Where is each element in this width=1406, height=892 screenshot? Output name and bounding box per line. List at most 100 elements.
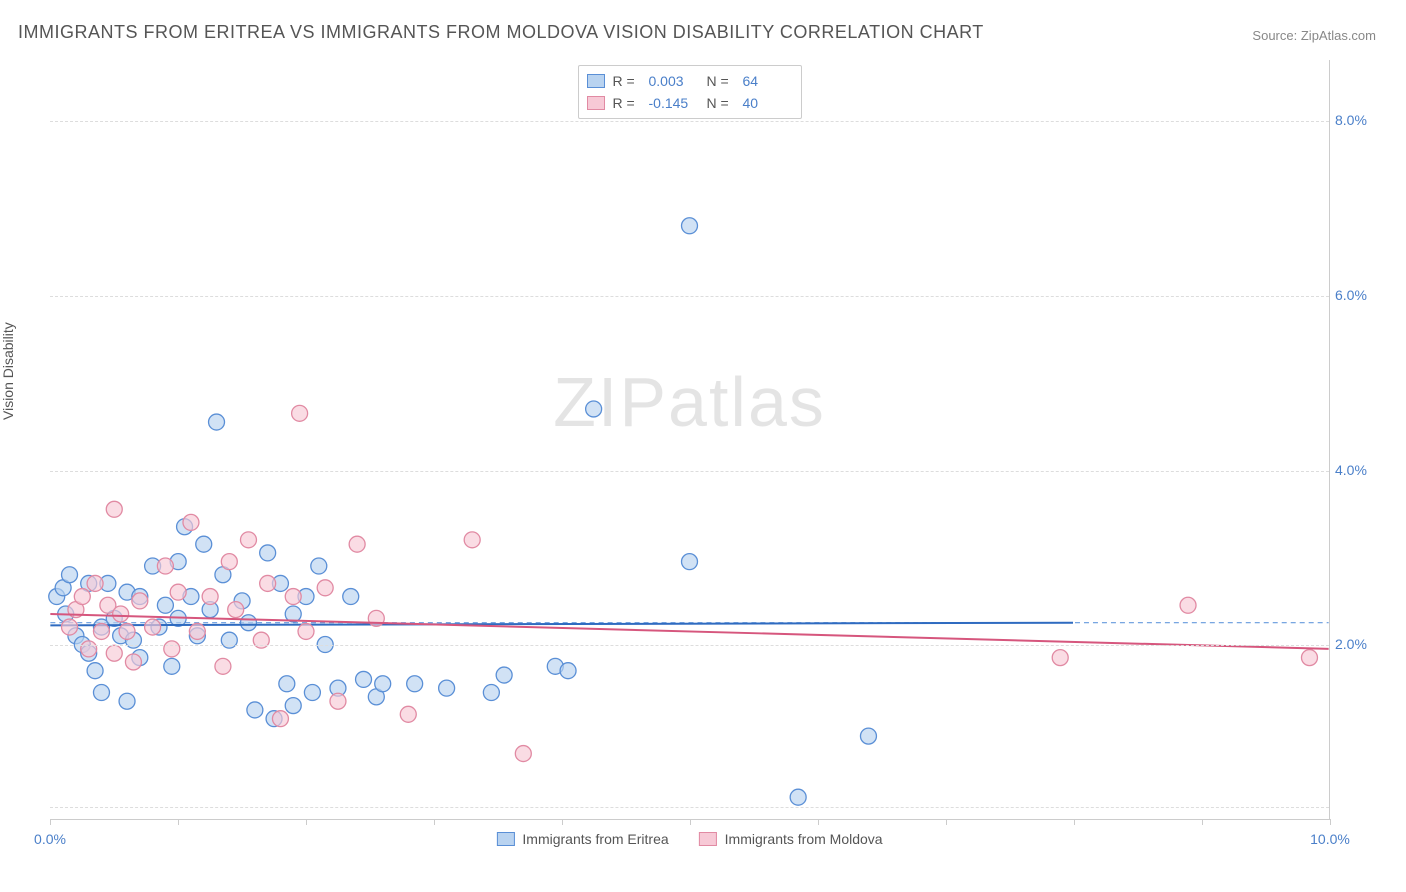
data-point [240,532,256,548]
grid-line [50,296,1329,297]
data-point [240,615,256,631]
x-tick [50,819,51,825]
data-point [560,663,576,679]
chart-title: IMMIGRANTS FROM ERITREA VS IMMIGRANTS FR… [18,22,984,43]
data-point [682,554,698,570]
data-point [74,589,90,605]
x-tick [178,819,179,825]
data-point [260,575,276,591]
data-point [311,558,327,574]
grid-line [50,121,1329,122]
data-point [330,693,346,709]
data-point [292,405,308,421]
y-tick-label: 8.0% [1335,112,1381,128]
data-point [515,746,531,762]
grid-line [50,807,1329,808]
source-value: ZipAtlas.com [1301,28,1376,43]
x-tick [1330,819,1331,825]
x-tick-label: 0.0% [34,831,66,847]
data-point [209,414,225,430]
data-point [1052,650,1068,666]
data-point [87,575,103,591]
series-name-0: Immigrants from Eritrea [522,831,668,847]
data-point [285,589,301,605]
data-point [93,623,109,639]
data-point [62,619,78,635]
data-point [356,671,372,687]
data-point [1301,650,1317,666]
data-point [106,645,122,661]
data-point [132,593,148,609]
data-point [247,702,263,718]
data-point [87,663,103,679]
data-point [375,676,391,692]
data-point [157,597,173,613]
data-point [119,693,135,709]
data-point [113,606,129,622]
x-tick [690,819,691,825]
data-point [439,680,455,696]
plot-area: ZIPatlas R = 0.003 N = 64 R = -0.145 N =… [50,60,1330,820]
data-point [682,218,698,234]
data-point [170,584,186,600]
source-attribution: Source: ZipAtlas.com [1252,28,1376,43]
data-point [400,706,416,722]
data-point [790,789,806,805]
data-point [215,658,231,674]
data-point [164,641,180,657]
data-point [183,514,199,530]
series-name-1: Immigrants from Moldova [725,831,883,847]
data-point [407,676,423,692]
data-point [145,619,161,635]
y-tick-label: 4.0% [1335,462,1381,478]
data-point [860,728,876,744]
data-point [202,589,218,605]
data-point [279,676,295,692]
x-tick [306,819,307,825]
data-point [196,536,212,552]
data-point [106,501,122,517]
data-point [157,558,173,574]
x-tick [1074,819,1075,825]
data-point [62,567,78,583]
grid-line [50,471,1329,472]
data-point [228,602,244,618]
data-point [464,532,480,548]
data-point [304,685,320,701]
data-point [317,580,333,596]
data-point [164,658,180,674]
data-point [298,623,314,639]
data-point [285,698,301,714]
series-legend: Immigrants from Eritrea Immigrants from … [496,831,882,847]
data-point [125,654,141,670]
data-point [272,711,288,727]
data-point [189,623,205,639]
x-tick [946,819,947,825]
data-point [483,685,499,701]
data-point [586,401,602,417]
legend-swatch-bottom-1 [699,832,717,846]
data-point [1180,597,1196,613]
grid-line [50,645,1329,646]
series-legend-item-0: Immigrants from Eritrea [496,831,668,847]
x-tick-label: 10.0% [1310,831,1350,847]
data-point [349,536,365,552]
y-tick-label: 6.0% [1335,287,1381,303]
data-point [81,641,97,657]
legend-swatch-bottom-0 [496,832,514,846]
source-label: Source: [1252,28,1297,43]
data-point [221,554,237,570]
data-point [343,589,359,605]
data-point [119,623,135,639]
chart-svg [50,60,1329,819]
x-tick [1202,819,1203,825]
x-tick [562,819,563,825]
x-tick [818,819,819,825]
y-tick-label: 2.0% [1335,636,1381,652]
data-point [260,545,276,561]
y-axis-label: Vision Disability [0,322,16,420]
series-legend-item-1: Immigrants from Moldova [699,831,883,847]
data-point [496,667,512,683]
x-tick [434,819,435,825]
data-point [93,685,109,701]
